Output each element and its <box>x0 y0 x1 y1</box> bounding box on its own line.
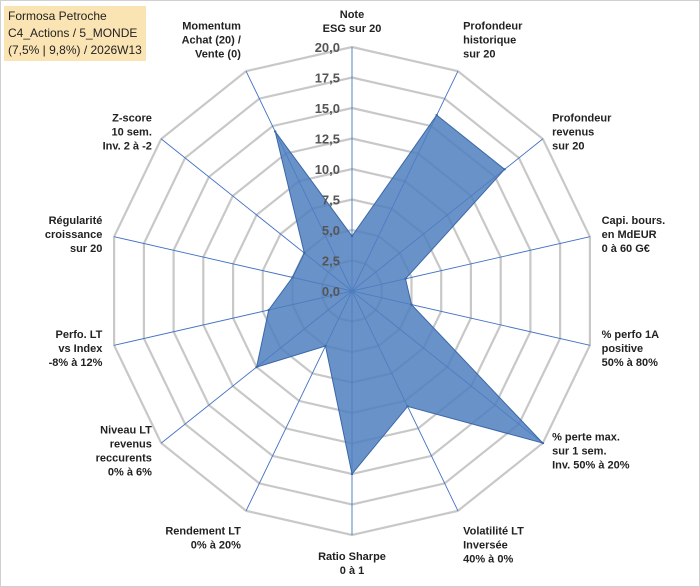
axis-label-line: revenus <box>552 126 594 138</box>
axis-label-line: -8% à 12% <box>49 357 103 369</box>
data-point <box>406 405 409 408</box>
tick-label: 15,0 <box>315 101 340 116</box>
axis-label: Rendement LT 0% à 20% <box>165 526 241 552</box>
tick-label: 10,0 <box>315 162 340 177</box>
axis-label-line: ESG sur 20 <box>323 23 382 35</box>
info-stats: (7,5% | 9,8%) / 2026W13 <box>8 43 142 57</box>
axis-label-line: sur 20 <box>463 48 495 60</box>
info-box: Formosa Petroche C4_Actions / 5_MONDE (7… <box>4 6 146 61</box>
data-point <box>255 365 258 369</box>
axis-label: Capi. bours. en MdEUR 0 à 60 G€ <box>602 215 666 255</box>
axis-label-line: historique <box>463 34 516 46</box>
axis-label: Ratio Sharpe 0 à 1 <box>318 551 386 577</box>
axis-label: Note ESG sur 20 <box>323 9 382 35</box>
axis-label: Volatilité LT Inversée 40% à 0% <box>463 526 524 566</box>
axis-label-line: Achat (20) / <box>182 34 241 46</box>
axis-label-line: Note <box>340 9 364 21</box>
data-point <box>324 344 327 348</box>
axis-label-line: positive <box>602 343 644 355</box>
axis-label-line: revenus <box>110 439 152 451</box>
axis-label-line: Ratio Sharpe <box>318 551 386 563</box>
axis-label-line: 10 sem. <box>112 126 152 138</box>
axis-label-line: 0% à 20% <box>191 540 241 552</box>
data-point <box>350 234 354 238</box>
axis-label-line: Perfo. LT <box>56 329 103 341</box>
axis-label: Niveau LT revenus reccurents 0% à 6% <box>96 425 153 479</box>
axis-label-line: Rendement LT <box>165 526 241 538</box>
axis-label-line: Inv. 50% à 20% <box>552 460 630 472</box>
axis-label-line: Niveau LT <box>100 425 152 437</box>
data-point <box>404 277 407 280</box>
axis-label-line: reccurents <box>96 453 152 465</box>
tick-label: 12,5 <box>315 132 340 147</box>
axis-label-line: sur 20 <box>552 140 584 152</box>
info-category: C4_Actions / 5_MONDE <box>8 26 138 40</box>
data-point <box>541 441 544 445</box>
axis-label-line: % perte max. <box>552 432 620 444</box>
axis-label-line: Profondeur <box>463 20 523 32</box>
tick-label: 20,0 <box>315 40 340 55</box>
tick-label: 17,5 <box>315 71 340 86</box>
tick-label: 5,0 <box>322 223 340 238</box>
axis-label: Z-score 10 sem. Inv. 2 à -2 <box>103 112 152 152</box>
axis-label-line: Capi. bours. <box>602 215 666 227</box>
data-point <box>503 168 506 171</box>
axis-label-line: 0% à 6% <box>108 467 152 479</box>
axis-label-line: sur 20 <box>70 243 102 255</box>
data-point <box>435 113 438 117</box>
axis-label-line: croissance <box>45 229 102 241</box>
axis-label-line: % perfo 1A <box>602 329 660 341</box>
axis-label-line: Inv. 2 à -2 <box>103 140 152 152</box>
axis-label-line: Régularité <box>49 215 103 227</box>
axis-label: Momentum Achat (20) / Vente (0) <box>182 20 242 60</box>
axis-label-line: Volatilité LT <box>463 526 524 538</box>
axis-label-line: 50% à 80% <box>602 357 658 369</box>
tick-label: 2,5 <box>322 254 340 269</box>
data-point <box>274 130 277 133</box>
axis-label: Régularité croissance sur 20 <box>45 215 102 255</box>
axis-label-line: Z-score <box>112 112 152 124</box>
axis-label: % perte max. sur 1 sem. Inv. 50% à 20% <box>552 432 630 472</box>
data-point <box>291 276 294 279</box>
axis-label-line: en MdEUR <box>602 229 657 241</box>
axis-label-line: Inversée <box>463 540 508 552</box>
axis-label-line: Vente (0) <box>195 48 241 60</box>
axis-label-line: Momentum <box>182 20 241 32</box>
data-point <box>410 303 413 306</box>
data-point <box>267 308 270 312</box>
axis-label: Profondeur historique sur 20 <box>463 20 523 60</box>
axis-label-line: 0 à 1 <box>340 565 364 577</box>
axis-label: Perfo. LT vs Index -8% à 12% <box>49 329 104 369</box>
axis-label-line: 0 à 60 G€ <box>602 243 650 255</box>
tick-label: 0,0 <box>322 284 340 299</box>
axis-label-line: Profondeur <box>552 112 612 124</box>
axis-label: % perfo 1A positive 50% à 80% <box>602 329 660 369</box>
info-company-name: Formosa Petroche <box>8 9 107 23</box>
axis-label-line: sur 1 sem. <box>552 446 606 458</box>
axis-label: Profondeur revenus sur 20 <box>552 112 612 152</box>
axis-label-line: 40% à 0% <box>463 554 513 566</box>
data-point <box>350 472 354 476</box>
axis-label-line: vs Index <box>58 343 103 355</box>
data-point <box>303 251 306 255</box>
tick-label: 7,5 <box>322 193 340 208</box>
